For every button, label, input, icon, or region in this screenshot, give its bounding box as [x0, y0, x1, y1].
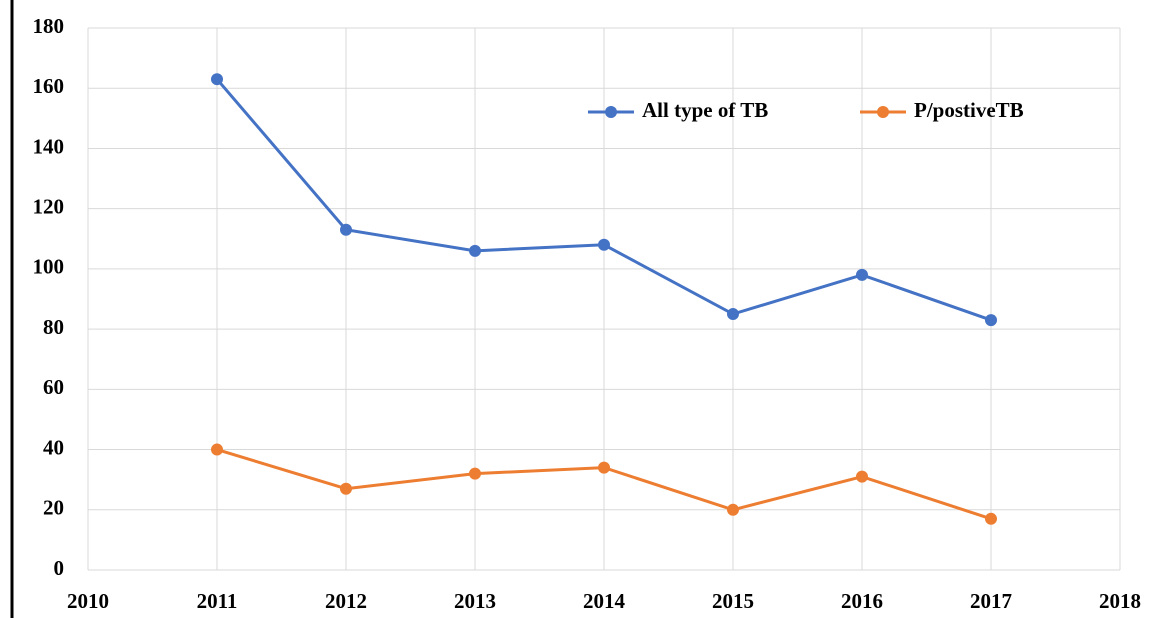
data-point: [340, 223, 352, 236]
legend-label: P/postiveTB: [914, 98, 1024, 122]
data-point: [727, 503, 739, 516]
y-tick-label: 160: [33, 74, 65, 98]
data-point: [985, 314, 997, 327]
data-point: [211, 443, 223, 456]
y-tick-label: 0: [54, 556, 65, 580]
data-point: [727, 308, 739, 321]
data-point: [856, 470, 868, 483]
data-point: [856, 268, 868, 281]
data-point: [469, 244, 481, 257]
x-tick-label: 2013: [454, 589, 496, 613]
y-tick-label: 60: [43, 375, 64, 399]
x-tick-label: 2017: [970, 589, 1012, 613]
legend-marker: [877, 106, 889, 118]
x-tick-label: 2011: [197, 589, 238, 613]
data-point: [469, 467, 481, 480]
y-tick-label: 40: [43, 435, 64, 459]
data-point: [598, 461, 610, 474]
data-point: [340, 482, 352, 495]
x-tick-label: 2018: [1099, 589, 1141, 613]
x-tick-label: 2010: [67, 589, 109, 613]
x-tick-label: 2014: [583, 589, 626, 613]
legend-label: All type of TB: [642, 98, 768, 122]
data-point: [211, 73, 223, 86]
y-tick-label: 140: [33, 134, 65, 158]
x-tick-label: 2015: [712, 589, 754, 613]
y-tick-label: 20: [43, 496, 64, 520]
y-tick-label: 120: [33, 194, 65, 218]
y-tick-label: 180: [33, 14, 65, 38]
data-point: [985, 512, 997, 525]
y-tick-label: 80: [43, 315, 64, 339]
y-tick-label: 100: [33, 255, 65, 279]
x-tick-label: 2016: [841, 589, 883, 613]
legend-marker: [605, 106, 617, 118]
x-tick-label: 2012: [325, 589, 367, 613]
data-point: [598, 238, 610, 251]
